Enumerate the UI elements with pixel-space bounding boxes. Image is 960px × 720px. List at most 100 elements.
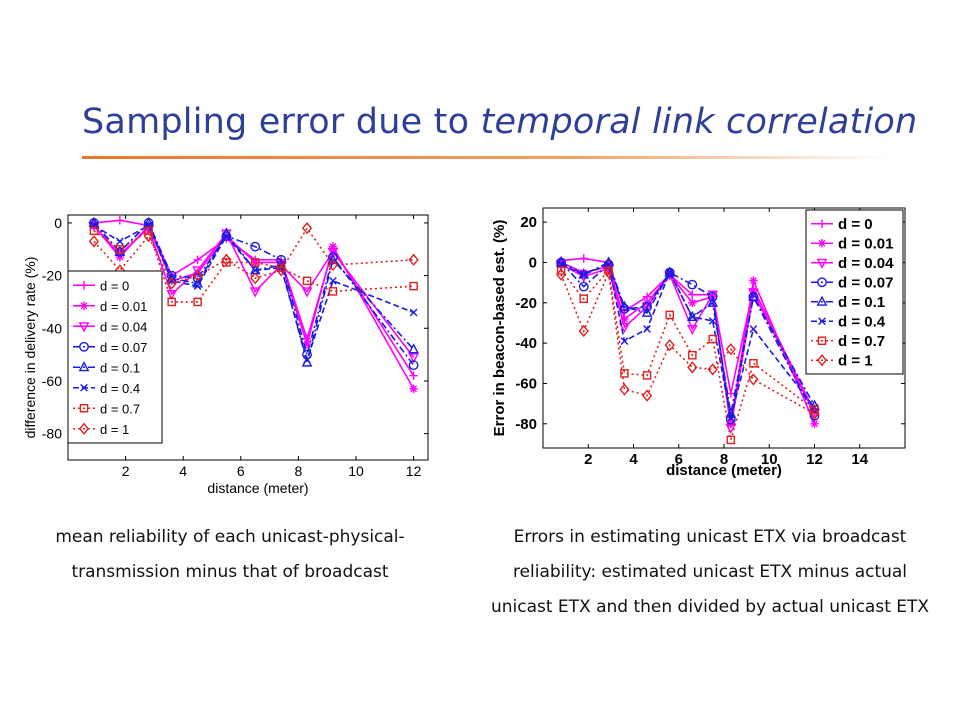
data-point bbox=[749, 359, 758, 368]
data-point bbox=[193, 297, 202, 307]
data-point bbox=[328, 252, 338, 263]
legend-entry: d = 0.01 bbox=[73, 299, 147, 314]
legend-marker bbox=[79, 403, 89, 413]
data-point bbox=[327, 258, 339, 272]
y-tick-label: -60 bbox=[42, 373, 62, 389]
legend-entry: d = 0.07 bbox=[73, 340, 147, 355]
series-line bbox=[93, 226, 414, 285]
data-point bbox=[688, 290, 697, 299]
legend-entry: d = 0.7 bbox=[811, 333, 885, 350]
caption-right-line-1: Errors in estimating unicast ETX via bro… bbox=[513, 527, 907, 547]
data-point bbox=[192, 269, 203, 282]
title-underline bbox=[82, 156, 892, 159]
legend-label: d = 0.01 bbox=[838, 235, 893, 252]
data-point bbox=[166, 289, 178, 301]
x-tick-label: 2 bbox=[122, 463, 130, 479]
data-point bbox=[641, 302, 653, 313]
data-point bbox=[665, 268, 674, 277]
data-point bbox=[643, 325, 651, 333]
legend-marker bbox=[816, 258, 828, 269]
data-point bbox=[250, 258, 260, 267]
data-point bbox=[276, 263, 286, 272]
data-point bbox=[707, 290, 719, 301]
data-point bbox=[409, 371, 418, 380]
data-point bbox=[327, 253, 339, 264]
data-point bbox=[748, 373, 759, 386]
series-line bbox=[93, 221, 415, 366]
legend-marker bbox=[818, 317, 826, 326]
legend-entry: d = 1 bbox=[811, 352, 873, 369]
legend-marker bbox=[817, 277, 827, 288]
legend-marker bbox=[78, 322, 90, 333]
data-point bbox=[408, 343, 419, 354]
data-point bbox=[603, 266, 614, 279]
data-point bbox=[687, 279, 698, 290]
legend-marker bbox=[817, 219, 827, 228]
data-point bbox=[619, 383, 630, 396]
legend-marker bbox=[79, 301, 89, 310]
legend-label: d = 0.07 bbox=[100, 340, 147, 355]
legend-label: d = 0 bbox=[838, 216, 873, 233]
x-tick-label: 4 bbox=[629, 451, 638, 468]
data-point bbox=[708, 317, 717, 325]
data-point bbox=[409, 281, 418, 291]
legend-marker bbox=[816, 295, 828, 306]
y-tick-label: -20 bbox=[42, 268, 62, 284]
legend-label: d = 0.04 bbox=[100, 319, 147, 334]
data-point bbox=[166, 277, 177, 290]
legend-entry: d = 0.4 bbox=[811, 313, 886, 330]
data-point bbox=[749, 276, 758, 285]
y-axis-label: difference in delivery rate (%) bbox=[22, 257, 38, 439]
x-tick-label: 10 bbox=[761, 451, 778, 468]
series-line bbox=[560, 269, 815, 415]
data-point bbox=[193, 282, 202, 290]
data-point bbox=[578, 281, 589, 292]
legend-entry: d = 0 bbox=[811, 216, 873, 233]
legend-entry: d = 0.1 bbox=[811, 294, 885, 311]
data-point bbox=[579, 254, 588, 263]
legend-label: d = 0.7 bbox=[100, 401, 140, 416]
data-point bbox=[328, 242, 338, 251]
legend-label: d = 0.1 bbox=[838, 294, 885, 311]
data-point bbox=[251, 258, 260, 267]
x-tick-label: 8 bbox=[720, 451, 728, 468]
data-point bbox=[89, 226, 99, 236]
data-point bbox=[409, 308, 418, 317]
legend-label: d = 0.7 bbox=[838, 333, 885, 350]
legend-entry: d = 0 bbox=[73, 278, 129, 293]
data-point bbox=[620, 314, 629, 324]
data-point bbox=[144, 226, 153, 236]
legend-label: d = 0.07 bbox=[838, 274, 893, 291]
legend-box bbox=[67, 270, 163, 444]
data-point bbox=[301, 222, 313, 235]
data-point bbox=[250, 241, 261, 252]
data-point bbox=[578, 324, 589, 338]
y-tick-label: -20 bbox=[515, 295, 537, 312]
legend-box bbox=[805, 209, 904, 375]
data-point bbox=[641, 389, 653, 402]
data-point bbox=[686, 310, 698, 321]
data-point bbox=[302, 276, 312, 286]
caption-left-line-2: transmission minus that of broadcast bbox=[71, 562, 389, 582]
legend-marker bbox=[79, 341, 89, 352]
data-point bbox=[707, 296, 719, 307]
chart-right: 2 4 6 8 10 12 14 20 0 -20 -40 -60 -80 distance (meter… bbox=[491, 207, 906, 479]
legend-entry: d = 0.07 bbox=[811, 274, 893, 291]
data-point bbox=[809, 410, 820, 421]
legend-marker bbox=[79, 281, 89, 290]
legend-marker bbox=[816, 354, 828, 367]
data-point bbox=[193, 255, 202, 264]
x-tick-label: 12 bbox=[806, 451, 823, 468]
data-point bbox=[409, 384, 418, 394]
legend: d = 0 d = 0.01 d = 0.04 d = 0.07 d = 0.1 d = … bbox=[805, 209, 904, 375]
y-tick-label: -40 bbox=[515, 335, 537, 352]
data-point bbox=[143, 229, 154, 243]
data-point bbox=[726, 435, 736, 445]
data-point bbox=[250, 272, 261, 285]
data-point bbox=[192, 266, 203, 277]
data-point bbox=[555, 268, 567, 281]
legend-marker bbox=[817, 239, 827, 248]
data-point bbox=[688, 298, 697, 307]
y-tick-label: 20 bbox=[520, 214, 537, 231]
legend-label: d = 0.4 bbox=[100, 381, 140, 396]
